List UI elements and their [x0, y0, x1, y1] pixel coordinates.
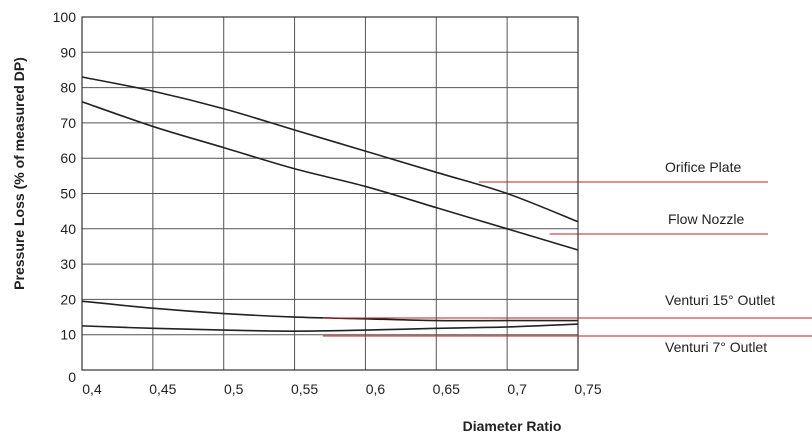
y-tick-label: 40 — [60, 221, 76, 237]
series-line-3 — [81, 323, 579, 332]
y-tick-label: 100 — [53, 9, 77, 25]
y-tick-label: 50 — [60, 186, 76, 202]
y-tick-labels: 0 10 20 30 40 50 60 70 80 90 100 — [53, 9, 77, 385]
x-axis-title: Diameter Ratio — [463, 418, 562, 434]
y-tick-label: 60 — [60, 150, 76, 166]
y-tick-label: 0 — [68, 369, 76, 385]
legend-label: Orifice Plate — [665, 159, 741, 175]
y-tick-label: 30 — [60, 256, 76, 272]
y-axis-title: Pressure Loss (% of measured DP) — [11, 57, 27, 290]
series-lines — [81, 76, 579, 332]
x-tick-labels: 0,4 0,45 0,5 0,55 0,6 0,65 0,7 0,75 — [82, 381, 602, 397]
y-tick-label: 10 — [60, 327, 76, 343]
grid — [82, 17, 578, 370]
legend-label: Flow Nozzle — [668, 211, 744, 227]
y-tick-label: 20 — [60, 291, 76, 307]
x-tick-label: 0,6 — [366, 381, 386, 397]
x-tick-label: 0,55 — [291, 381, 318, 397]
y-tick-label: 90 — [60, 44, 76, 60]
x-tick-label: 0,45 — [149, 381, 176, 397]
series-line-1 — [81, 100, 579, 251]
x-tick-label: 0,65 — [433, 381, 460, 397]
plot-frame — [81, 16, 579, 371]
legend-label: Venturi 7° Outlet — [665, 339, 767, 355]
legend-callouts: Orifice Plate Flow Nozzle Venturi 15° Outl… — [322, 159, 812, 355]
y-tick-label: 70 — [60, 115, 76, 131]
y-tick-label: 80 — [60, 80, 76, 96]
series-line-0 — [81, 76, 579, 223]
x-tick-label: 0,5 — [224, 381, 244, 397]
x-tick-label: 0,75 — [574, 381, 601, 397]
x-tick-label: 0,7 — [507, 381, 527, 397]
x-tick-label: 0,4 — [82, 381, 102, 397]
legend-label: Venturi 15° Outlet — [665, 292, 775, 308]
plot-border — [81, 16, 579, 371]
